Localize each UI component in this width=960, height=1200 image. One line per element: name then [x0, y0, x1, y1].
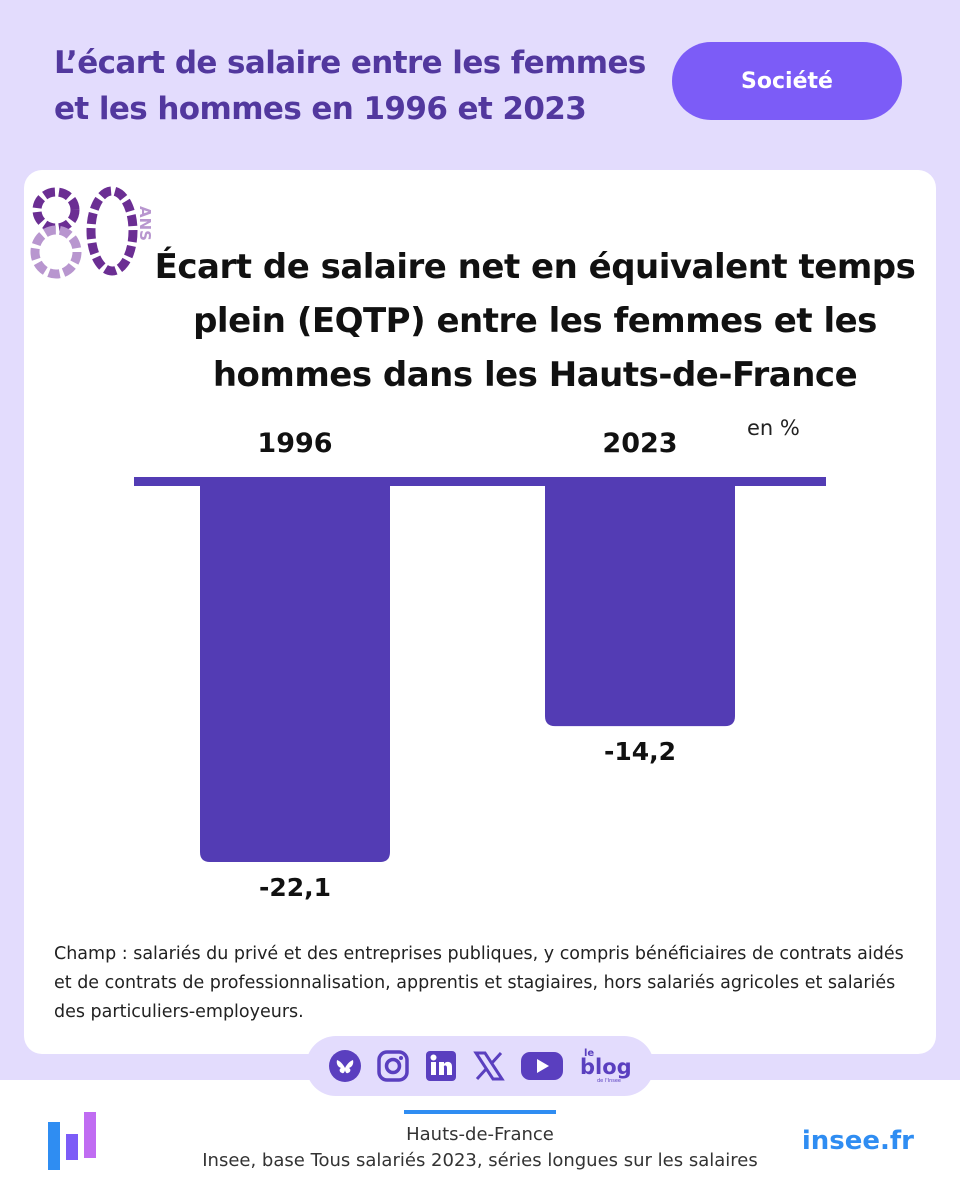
- svg-text:le: le: [584, 1048, 594, 1059]
- chart-title: Écart de salaire net en équivalent temps…: [150, 240, 920, 402]
- value-label-2023: -14,2: [604, 737, 676, 766]
- page-title: L’écart de salaire entre les femmes et l…: [54, 40, 654, 132]
- value-label-1996: -22,1: [259, 873, 331, 902]
- logo-eight-bottom: [30, 225, 82, 279]
- scope-note-line-1: Champ : salariés du privé et des entrepr…: [54, 944, 904, 964]
- bar-1996: [200, 482, 390, 862]
- svg-text:de l'Insee: de l'Insee: [597, 1078, 621, 1084]
- footer-divider: [404, 1110, 556, 1114]
- chart-title-line-1: Écart de salaire net en équivalent temps: [154, 247, 916, 287]
- logo-zero: [86, 186, 138, 276]
- footer-region: Hauts-de-France: [406, 1124, 554, 1145]
- unit-label: en %: [747, 416, 800, 440]
- scope-note-line-3: des particuliers-employeurs.: [54, 1002, 304, 1022]
- scope-note: Champ : salariés du privé et des entrepr…: [54, 940, 914, 1027]
- page-title-line-2: et les hommes en 1996 et 2023: [54, 91, 587, 127]
- social-bar: le blog de l'Insee: [306, 1036, 654, 1096]
- youtube-icon[interactable]: [520, 1050, 564, 1082]
- category-tag-button[interactable]: Société: [672, 42, 902, 120]
- bar-2023: [545, 482, 735, 727]
- footer-source: Insee, base Tous salariés 2023, séries l…: [202, 1150, 758, 1171]
- footer: Hauts-de-France Insee, base Tous salarié…: [0, 1080, 960, 1200]
- category-label-2023: 2023: [602, 428, 677, 459]
- category-label-1996: 1996: [257, 428, 332, 459]
- chart-baseline: [134, 477, 826, 486]
- svg-text:blog: blog: [580, 1055, 632, 1079]
- x-icon[interactable]: [472, 1049, 506, 1083]
- insee-bars-logo: [48, 1112, 96, 1170]
- insee-site-link[interactable]: insee.fr: [801, 1126, 914, 1156]
- chart-card: [24, 170, 936, 1054]
- scope-note-line-2: et de contrats de professionnalisation, …: [54, 973, 896, 993]
- bar-chart: en % 1996 -22,1 2023 -14,2: [134, 416, 826, 902]
- logo-suffix: ANS: [136, 206, 154, 241]
- anniversary-80-logo: ANS: [30, 186, 154, 279]
- page-title-line-1: L’écart de salaire entre les femmes: [54, 45, 646, 81]
- blog-icon[interactable]: le blog de l'Insee: [578, 1046, 632, 1086]
- bluesky-icon[interactable]: [328, 1049, 362, 1083]
- logo-eight-top: [32, 187, 80, 233]
- linkedin-icon[interactable]: [424, 1049, 458, 1083]
- chart-title-line-2: plein (EQTP) entre les femmes et les: [193, 301, 877, 341]
- instagram-icon[interactable]: [376, 1049, 410, 1083]
- chart-title-line-3: hommes dans les Hauts-de-France: [212, 355, 858, 395]
